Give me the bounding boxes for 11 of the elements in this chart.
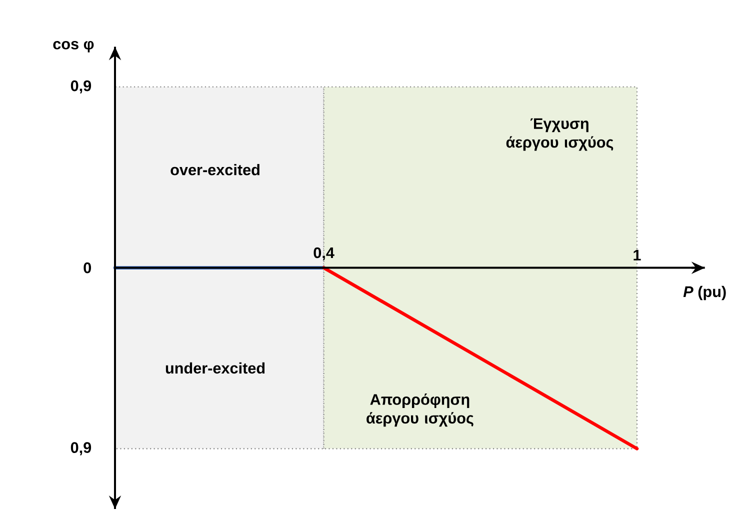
annotation: over-excited	[170, 164, 260, 176]
y-tick-label: 0,9	[70, 442, 92, 456]
x-tick-label: 1	[634, 250, 641, 260]
x-axis-title: P (pu)	[683, 286, 726, 300]
x-tick-label: 0,4	[314, 247, 334, 260]
y-tick-label: 0	[84, 262, 92, 274]
y-axis-title: cos φ	[53, 40, 94, 52]
annotation: Έγχυση άεργου ισχύος	[506, 118, 614, 151]
y-tick-label: 0,9	[70, 80, 92, 94]
annotation: Απορρόφηση άεργου ισχύος	[366, 393, 474, 427]
annotation: under-excited	[166, 362, 265, 374]
